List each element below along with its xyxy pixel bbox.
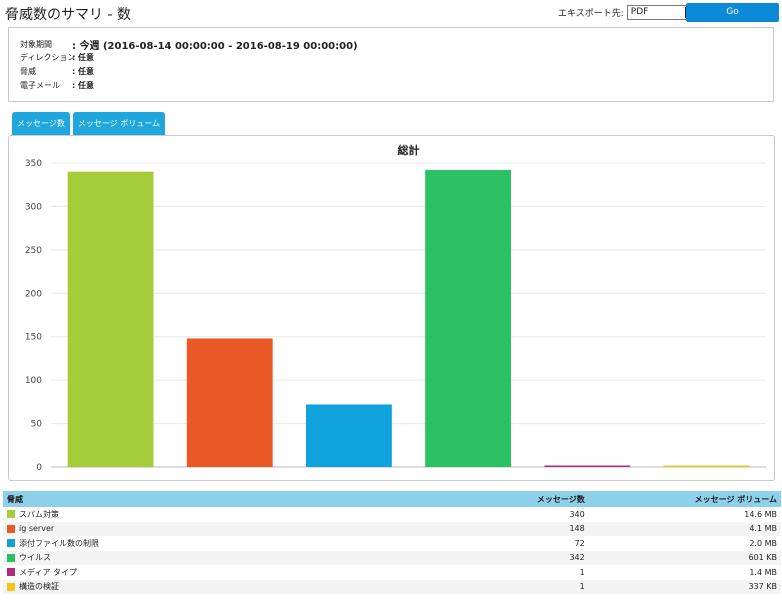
- row-count: 340: [569, 509, 585, 519]
- bar: [425, 169, 511, 467]
- filter-summary: 対象期間 : 今週 (2016-08-14 00:00:00 - 2016-08…: [8, 27, 774, 102]
- header-message-count[interactable]: メッセージ数: [536, 494, 585, 504]
- row-volume: 1.4 MB: [749, 567, 777, 577]
- row-count: 342: [569, 553, 585, 563]
- filter-value: : 今週 (2016-08-14 00:00:00 - 2016-08-19 0…: [72, 41, 358, 52]
- y-tick-label: 200: [25, 289, 42, 299]
- y-tick-label: 50: [31, 420, 43, 430]
- legend-swatch: [7, 524, 15, 533]
- header-threat[interactable]: 脅威: [7, 494, 23, 504]
- export-format-value: PDF: [630, 7, 649, 17]
- filter-label: 脅威: [20, 67, 36, 76]
- filter-row-period: 対象期間 : 今週 (2016-08-14 00:00:00 - 2016-08…: [20, 37, 358, 52]
- table-row: 構造の検証 1 337 KB: [3, 579, 781, 594]
- row-volume: 2.0 MB: [749, 538, 777, 548]
- y-tick-label: 250: [25, 246, 42, 256]
- legend-swatch: [7, 568, 15, 577]
- export-label: エキスポート先:: [558, 9, 624, 19]
- row-volume: 337 KB: [748, 582, 777, 592]
- legend-swatch: [7, 553, 15, 562]
- filter-label: 電子メール: [20, 81, 60, 90]
- chart-title: 総計: [398, 143, 420, 157]
- row-name: 構造の検証: [19, 582, 59, 592]
- row-volume: 601 KB: [748, 553, 777, 563]
- row-name: スパム対策: [19, 509, 59, 519]
- table-row: ig server 148 4.1 MB: [3, 521, 781, 536]
- legend-swatch: [7, 510, 15, 519]
- y-tick-label: 0: [36, 463, 42, 473]
- table-row: 添付ファイル数の制限 72 2.0 MB: [3, 536, 781, 551]
- row-name-cell: ウイルス: [3, 552, 465, 563]
- filter-value: : 任意: [72, 81, 94, 90]
- row-count: 72: [574, 538, 585, 548]
- legend-swatch: [7, 582, 15, 591]
- table-header: 脅威 メッセージ数 メッセージ ボリューム: [3, 491, 781, 507]
- table-row: スパム対策 340 14.6 MB: [3, 507, 781, 522]
- bar: [67, 171, 154, 467]
- y-tick-label: 100: [25, 376, 42, 386]
- row-name-cell: メディア タイプ: [3, 567, 465, 578]
- row-name-cell: 添付ファイル数の制限: [3, 538, 465, 549]
- table-row: メディア タイプ 1 1.4 MB: [3, 565, 781, 580]
- bar: [306, 404, 392, 467]
- y-tick-label: 300: [25, 202, 42, 212]
- row-name-cell: スパム対策: [3, 509, 465, 520]
- row-count: 1: [579, 582, 585, 592]
- filter-value: : 任意: [72, 67, 94, 76]
- bar: [544, 465, 631, 467]
- row-name: ウイルス: [19, 553, 51, 563]
- row-volume: 14.6 MB: [744, 509, 777, 519]
- chart-panel: 総計 0 50 100 150 200 250 300 350: [8, 135, 775, 481]
- filter-row-direction: ディレクション : 任意: [20, 52, 94, 63]
- filter-value: : 任意: [72, 53, 94, 62]
- page-title: 脅威数のサマリ - 数: [5, 7, 131, 23]
- filter-label: ディレクション: [20, 53, 76, 62]
- legend-swatch: [7, 539, 15, 548]
- row-name: メディア タイプ: [19, 567, 77, 577]
- header-message-volume[interactable]: メッセージ ボリューム: [694, 494, 777, 504]
- bar: [186, 338, 273, 467]
- row-name-cell: ig server: [3, 524, 465, 533]
- row-volume: 4.1 MB: [749, 524, 777, 534]
- tab-message-count[interactable]: メッセージ数: [12, 112, 70, 135]
- row-count: 1: [579, 567, 585, 577]
- tab-message-volume[interactable]: メッセージ ボリューム: [72, 112, 165, 135]
- bar: [663, 465, 750, 467]
- threat-table: 脅威 メッセージ数 メッセージ ボリューム スパム対策 340 14.6 MB …: [3, 491, 781, 594]
- row-name-cell: 構造の検証: [3, 581, 465, 592]
- bar-chart: 総計 0 50 100 150 200 250 300 350: [25, 143, 766, 473]
- export-controls: エキスポート先: PDF ▼: [558, 5, 698, 20]
- row-name: ig server: [19, 524, 55, 534]
- row-count: 148: [569, 524, 585, 534]
- tab-bar: メッセージ数 メッセージ ボリューム: [12, 112, 168, 135]
- table-row: ウイルス 342 601 KB: [3, 550, 781, 565]
- go-button[interactable]: Go: [686, 3, 779, 22]
- y-tick-label: 350: [25, 159, 42, 169]
- filter-label: 対象期間: [20, 40, 52, 49]
- y-tick-label: 150: [25, 333, 42, 343]
- filter-row-email: 電子メール : 任意: [20, 80, 94, 91]
- filter-row-threat: 脅威 : 任意: [20, 66, 94, 77]
- row-name: 添付ファイル数の制限: [19, 538, 99, 548]
